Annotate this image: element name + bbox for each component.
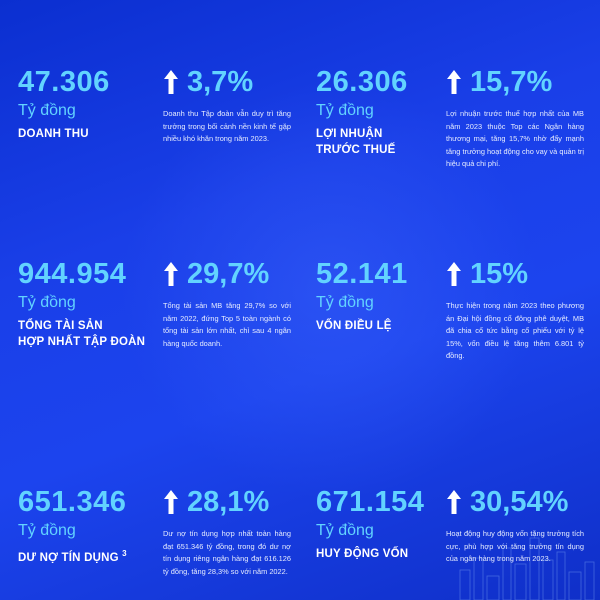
growth-description: Hoạt động huy động vốn tăng trưởng tích … [446, 529, 584, 563]
arrow-up-icon [447, 490, 461, 514]
metric-label-line: DƯ NỢ TÍN DỤNG 3 [18, 546, 158, 566]
growth-description: Dư nợ tín dụng hợp nhất toàn hàng đạt 65… [163, 529, 291, 576]
growth-total-assets: 29,7% Tổng tài sản MB tăng 29,7% so với … [163, 258, 291, 350]
metric-credit: 651.346 Tỷ đồng DƯ NỢ TÍN DỤNG 3 [18, 486, 158, 566]
growth-value: 15,7% [470, 66, 553, 98]
arrow-up-icon [447, 70, 461, 94]
growth-value-row: 29,7% [163, 258, 291, 290]
metric-deposits: 671.154 Tỷ đồng HUY ĐỘNG VỐN [316, 486, 441, 562]
metric-label: LỢI NHUẬN TRƯỚC THUẾ [316, 126, 441, 158]
growth-value-row: 28,1% [163, 486, 291, 518]
metric-total-assets: 944.954 Tỷ đồng TỔNG TÀI SẢN HỢP NHẤT TẬ… [18, 258, 158, 350]
growth-description: Thực hiện trong năm 2023 theo phương án … [446, 301, 584, 360]
city-skyline-icon [459, 530, 595, 600]
metric-label: DOANH THU [18, 126, 153, 142]
metric-label: VỐN ĐIỀU LỆ [316, 318, 441, 334]
metric-label: HUY ĐỘNG VỐN [316, 546, 441, 562]
metric-label-line: TỔNG TÀI SẢN [18, 320, 103, 332]
growth-value: 29,7% [187, 258, 270, 290]
growth-charter-capital: 15% Thực hiện trong năm 2023 theo phương… [446, 258, 584, 363]
growth-description: Doanh thu Tập đoàn vẫn duy trì tăng trưở… [163, 109, 291, 143]
growth-credit: 28,1% Dư nợ tín dụng hợp nhất toàn hàng … [163, 486, 291, 578]
growth-value-row: 30,54% [446, 486, 584, 518]
growth-revenue: 3,7% Doanh thu Tập đoàn vẫn duy trì tăng… [163, 66, 291, 146]
metric-value: 651.346 [18, 486, 127, 518]
growth-value: 28,1% [187, 486, 270, 518]
metric-label-line: HUY ĐỘNG VỐN [316, 548, 409, 560]
metric-label-text: DƯ NỢ TÍN DỤNG [18, 551, 119, 564]
metric-label-line: VỐN ĐIỀU LỆ [316, 320, 392, 332]
metric-label: DƯ NỢ TÍN DỤNG 3 [18, 546, 158, 566]
arrow-up-icon [447, 262, 461, 286]
growth-value-row: 3,7% [163, 66, 291, 98]
metric-unit: Tỷ đồng [316, 522, 374, 539]
growth-description: Tổng tài sản MB tăng 29,7% so với năm 20… [163, 301, 291, 348]
metric-label-line: DOANH THU [18, 128, 89, 140]
metric-value: 944.954 [18, 258, 127, 290]
growth-value: 3,7% [187, 66, 254, 98]
arrow-up-icon [164, 70, 178, 94]
metric-unit: Tỷ đồng [316, 102, 374, 119]
metric-unit: Tỷ đồng [18, 522, 76, 539]
metric-value: 26.306 [316, 66, 408, 98]
metric-label: TỔNG TÀI SẢN HỢP NHẤT TẬP ĐOÀN [18, 318, 158, 350]
growth-value: 30,54% [470, 486, 569, 518]
metric-value: 671.154 [316, 486, 425, 518]
metric-charter-capital: 52.141 Tỷ đồng VỐN ĐIỀU LỆ [316, 258, 441, 334]
metric-label-line: LỢI NHUẬN [316, 128, 383, 140]
metric-label-line: HỢP NHẤT TẬP ĐOÀN [18, 336, 146, 348]
metric-label-line: TRƯỚC THUẾ [316, 144, 396, 156]
metric-unit: Tỷ đồng [18, 294, 76, 311]
metric-revenue: 47.306 Tỷ đồng DOANH THU [18, 66, 153, 142]
metric-profit: 26.306 Tỷ đồng LỢI NHUẬN TRƯỚC THUẾ [316, 66, 441, 158]
footnote-marker: 3 [122, 549, 127, 558]
growth-deposits: 30,54% Hoạt động huy động vốn tăng trưởn… [446, 486, 584, 566]
growth-value: 15% [470, 258, 529, 290]
metric-value: 47.306 [18, 66, 110, 98]
metric-value: 52.141 [316, 258, 408, 290]
metric-unit: Tỷ đồng [18, 102, 76, 119]
arrow-up-icon [164, 262, 178, 286]
metric-unit: Tỷ đồng [316, 294, 374, 311]
growth-value-row: 15% [446, 258, 584, 290]
growth-profit: 15,7% Lợi nhuận trước thuế hợp nhất của … [446, 66, 584, 171]
arrow-up-icon [164, 490, 178, 514]
growth-value-row: 15,7% [446, 66, 584, 98]
growth-description: Lợi nhuận trước thuế hợp nhất của MB năm… [446, 109, 584, 168]
